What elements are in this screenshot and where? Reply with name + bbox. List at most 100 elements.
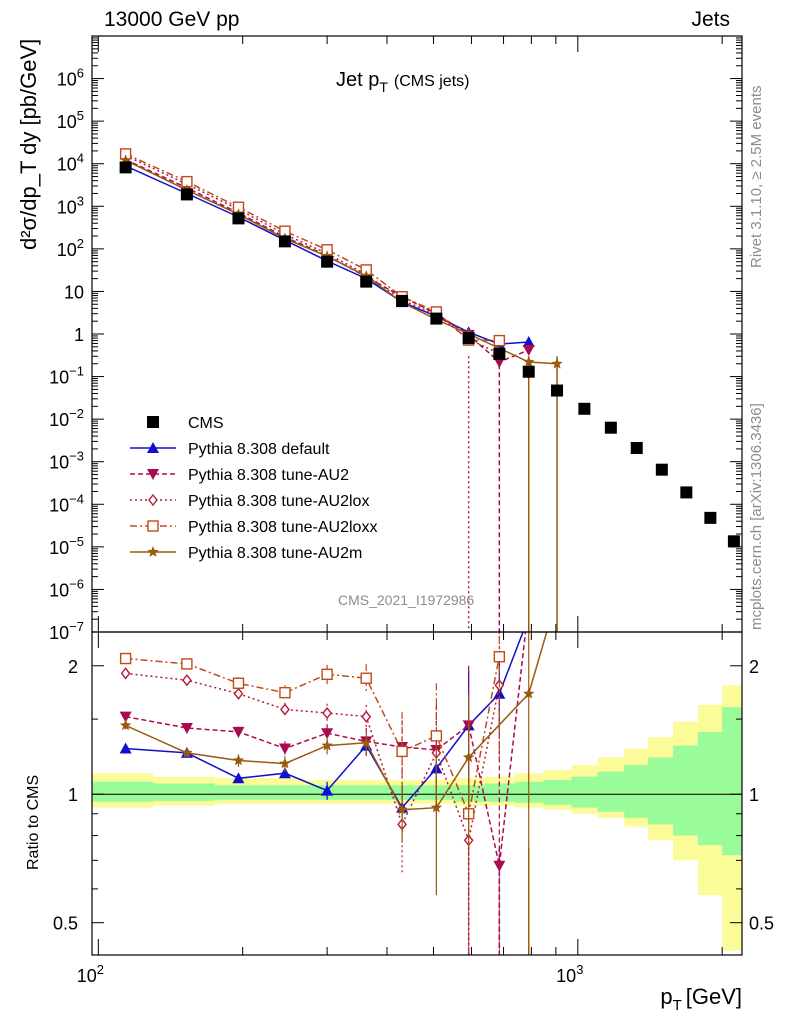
ratio-point	[120, 667, 131, 680]
ratio-axis-label: Ratio to CMS	[25, 775, 42, 870]
upper-frame	[91, 35, 743, 633]
ratio-point	[322, 706, 333, 720]
legend-marker	[147, 520, 159, 532]
cms-data-point	[630, 441, 643, 454]
ratio-tick-label: 1	[68, 785, 78, 805]
legend-label: CMS	[188, 415, 224, 432]
data-point	[522, 345, 535, 357]
ratio-point	[360, 672, 372, 684]
ratio-point	[396, 745, 408, 758]
legend-marker	[147, 546, 159, 557]
ratio-tick-label: 0.5	[53, 914, 78, 934]
cms-data-point	[278, 235, 291, 248]
ratio-point	[182, 674, 192, 687]
ratio-point	[119, 711, 132, 723]
chart-title: Jet pT (CMS jets)	[336, 69, 469, 95]
y-tick-label: 10−6	[49, 576, 84, 600]
legend-label: Pythia 8.308 tune-AU2	[188, 467, 349, 484]
cms-data-point	[430, 312, 443, 325]
legend-label: Pythia 8.308 tune-AU2loxx	[188, 519, 377, 536]
cms-data-point	[655, 463, 668, 476]
ratio-point	[232, 772, 245, 784]
lower-frame	[91, 631, 743, 956]
ratio-point	[321, 784, 334, 796]
data-point	[493, 334, 506, 347]
series-layer	[119, 148, 740, 955]
cms-data-point	[360, 275, 373, 288]
ratio-point	[321, 739, 333, 751]
cms-data-point	[119, 161, 132, 174]
y-tick-label: 102	[57, 236, 84, 260]
cms-data-point	[232, 212, 245, 225]
cms-data-point	[180, 188, 193, 201]
rivet-version-text: Rivet 3.1.10, ≥ 2.5M events	[748, 85, 765, 269]
ratio-line-3	[125, 656, 501, 817]
y-tick-label: 104	[57, 151, 84, 175]
mcplots-text: mcplots.cern.ch [arXiv:1306.3436]	[748, 403, 765, 630]
ratio-tick-label-right: 0.5	[749, 914, 774, 934]
cms-data-point	[396, 294, 409, 307]
ratio-uncertainty-bands	[92, 685, 742, 951]
y-tick-label: 10−3	[49, 449, 84, 473]
ratio-point	[523, 687, 535, 699]
ratio-tick-label: 2	[68, 657, 78, 677]
cms-data-point	[704, 511, 717, 524]
ratio-point	[278, 767, 291, 779]
cms-data-point	[522, 365, 535, 378]
x-axis-label: pT [GeV]	[660, 984, 742, 1014]
ratio-series	[119, 632, 548, 955]
header-right: Jets	[691, 8, 730, 31]
ratio-point	[396, 803, 408, 815]
x-tick-label: 103	[556, 962, 583, 986]
header-left: 13000 GeV pp	[104, 8, 240, 31]
ratio-point	[360, 736, 372, 748]
ratio-line-2	[125, 672, 501, 844]
ratio-point	[233, 687, 244, 700]
cms-data-point	[680, 486, 693, 499]
y-tick-label: 10−5	[49, 534, 84, 558]
band-green	[92, 707, 742, 856]
y-tick-label: 10−2	[49, 406, 84, 430]
cms-data-point	[462, 332, 475, 345]
legend: CMS Pythia 8.308 default Pythia 8.308 tune…	[130, 415, 377, 562]
cms-data-point	[493, 347, 506, 360]
ratio-point	[430, 801, 443, 813]
y-tick-label: 103	[57, 193, 84, 217]
ratio-point	[462, 751, 475, 763]
y-tick-label: 10−1	[49, 364, 84, 388]
ratio-point	[232, 677, 245, 689]
panel-frames	[91, 35, 743, 956]
upper-series	[119, 148, 740, 632]
cms-data-point	[727, 535, 740, 548]
y-axis-label: d²σ/dp_T dy [pb/GeV]	[16, 39, 41, 250]
ratio-point	[232, 754, 245, 766]
ratio-point	[430, 730, 443, 742]
cms-data-point	[604, 421, 617, 434]
cms-data-point	[578, 402, 591, 415]
legend-marker	[148, 493, 158, 507]
ratio-point	[279, 757, 291, 769]
ratio-point	[119, 719, 132, 731]
ratio-tick-label-right: 1	[749, 785, 759, 805]
ratio-point	[493, 651, 506, 663]
legend-marker	[147, 416, 159, 428]
ratio-point	[232, 726, 245, 738]
x-tick-label: 102	[77, 962, 104, 986]
legend-label: Pythia 8.308 tune-AU2lox	[188, 493, 369, 510]
ratio-point	[279, 686, 291, 699]
ratio-point	[361, 710, 372, 723]
cms-data-point	[551, 384, 564, 397]
y-tick-label: 10−4	[49, 491, 84, 515]
ratio-point	[321, 728, 334, 740]
ratio-point	[119, 742, 132, 754]
data-point	[522, 335, 535, 347]
y-tick-label: 105	[57, 108, 84, 132]
ratio-point	[321, 668, 333, 681]
ratio-point	[119, 652, 132, 665]
ratio-point	[181, 658, 193, 670]
y-tick-label: 1	[74, 325, 84, 345]
axis-labels: Jet pT (CMS jets) CMS_2021_I1972986 pT [GeV]…	[16, 39, 742, 1014]
legend-marker	[147, 442, 159, 453]
legend-label: Pythia 8.308 default	[188, 441, 330, 458]
